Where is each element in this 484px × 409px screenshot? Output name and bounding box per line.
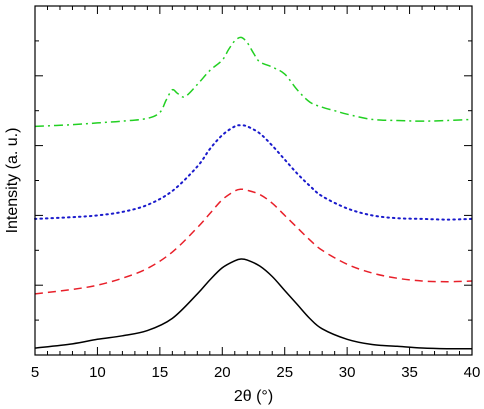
x-tick-label: 35 [401,364,418,381]
x-axis-tick-labels: 5 10 15 20 25 30 35 40 [31,364,481,381]
x-axis-label: 2θ (°) [234,388,273,405]
x-tick-label: 5 [31,364,39,381]
plot-frame [34,5,473,356]
x-tick-label: 15 [152,364,169,381]
x-axis-ticks [34,6,473,355]
y-axis-ticks [35,5,472,356]
x-tick-label: 10 [89,364,106,381]
x-tick-label: 25 [276,364,293,381]
series-line-2-dashed [34,188,473,295]
plot-series [34,36,473,350]
y-axis-label: Intensity (a. u.) [4,128,21,234]
x-tick-label: 40 [464,364,481,381]
x-tick-label: 20 [214,364,231,381]
x-tick-label: 30 [339,364,356,381]
series-line-1-solid [34,258,473,350]
series-line-4-dashdot [34,36,473,128]
series-line-3-dotted [34,124,473,221]
